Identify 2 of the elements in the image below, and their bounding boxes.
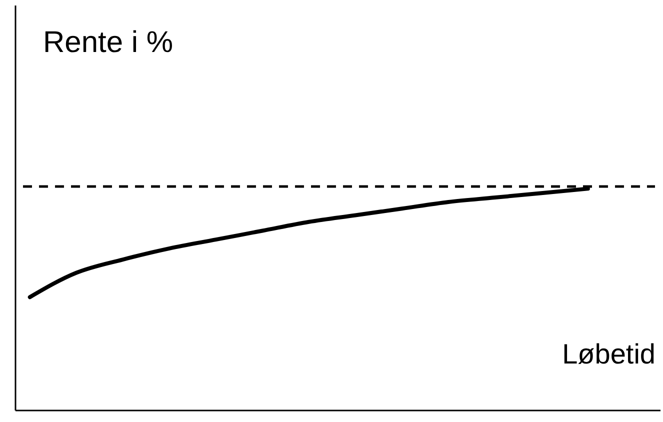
y-axis-title: Rente i % [43, 26, 174, 59]
x-axis-title: Løbetid [562, 338, 656, 370]
